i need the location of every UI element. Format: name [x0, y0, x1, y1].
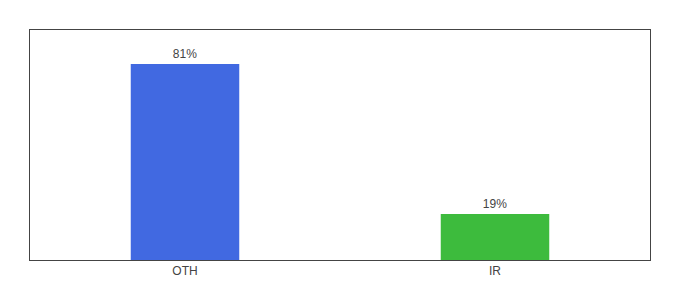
- svg-text:OTH: OTH: [172, 264, 197, 278]
- svg-text:19%: 19%: [483, 197, 507, 211]
- svg-text:IR: IR: [489, 264, 501, 278]
- svg-text:81%: 81%: [173, 47, 197, 61]
